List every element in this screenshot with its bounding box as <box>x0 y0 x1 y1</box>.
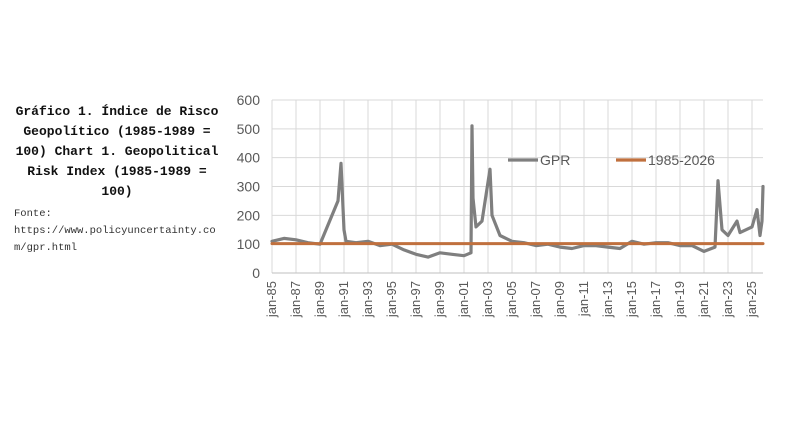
x-tick-label: jan-05 <box>504 281 519 318</box>
x-tick-label: jan-95 <box>384 281 399 318</box>
x-tick-label: jan-07 <box>528 281 543 318</box>
x-tick-label: jan-89 <box>312 281 327 318</box>
source-url: https://www.policyuncertainty.com/gpr.ht… <box>14 225 216 254</box>
y-tick-label: 100 <box>237 236 261 252</box>
x-tick-label: jan-23 <box>720 281 735 318</box>
x-tick-label: jan-93 <box>360 281 375 318</box>
y-tick-label: 0 <box>252 265 260 281</box>
source-note: Fonte: https://www.policyuncertainty.com… <box>14 206 220 257</box>
figure-title: Gráfico 1. Índice de Risco Geopolítico (… <box>15 104 219 199</box>
x-tick-label: jan-25 <box>744 281 759 318</box>
x-tick-label: jan-01 <box>456 281 471 318</box>
y-tick-label: 200 <box>237 207 261 223</box>
x-tick-label: jan-11 <box>576 281 591 317</box>
x-tick-label: jan-91 <box>336 281 351 318</box>
source-label: Fonte: <box>14 208 52 220</box>
legend-label: 1985-2026 <box>648 152 715 168</box>
y-tick-label: 300 <box>237 179 261 195</box>
x-tick-label: jan-09 <box>552 281 567 318</box>
x-tick-label: jan-03 <box>480 281 495 318</box>
x-tick-label: jan-19 <box>672 281 687 318</box>
legend-label: GPR <box>540 152 570 168</box>
y-tick-label: 500 <box>237 121 261 137</box>
y-tick-label: 400 <box>237 150 261 166</box>
x-tick-label: jan-17 <box>648 281 663 318</box>
series-line-gpr <box>270 124 765 259</box>
x-tick-label: jan-97 <box>408 281 423 318</box>
x-tick-label: jan-15 <box>624 281 639 318</box>
y-tick-label: 600 <box>237 92 261 108</box>
x-tick-label: jan-21 <box>696 281 711 318</box>
x-tick-label: jan-87 <box>288 281 303 318</box>
x-tick-label: jan-85 <box>264 281 279 318</box>
x-tick-label: jan-99 <box>432 281 447 318</box>
x-tick-label: jan-13 <box>600 281 615 318</box>
caption-block: Gráfico 1. Índice de Risco Geopolítico (… <box>14 102 220 257</box>
